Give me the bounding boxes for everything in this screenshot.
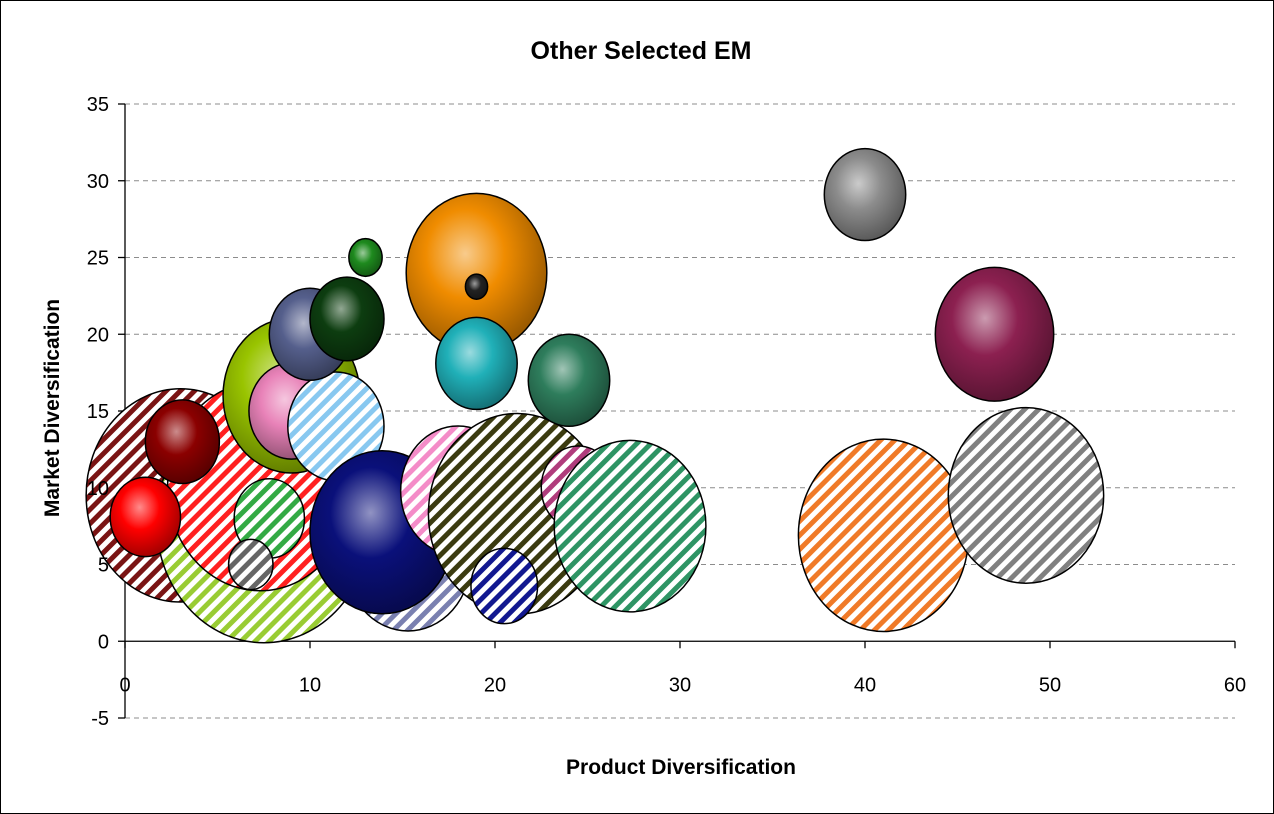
bubble-point bbox=[464, 273, 489, 300]
bubble-point bbox=[470, 547, 539, 625]
bubble-point bbox=[934, 266, 1055, 402]
bubble-point bbox=[227, 538, 274, 591]
bubble-point bbox=[435, 316, 518, 411]
x-tick-label: 40 bbox=[854, 674, 876, 696]
y-tick-label: -5 bbox=[91, 708, 109, 730]
bubble-point bbox=[348, 237, 383, 278]
y-tick-label: 10 bbox=[87, 478, 109, 500]
bubble-point bbox=[144, 399, 221, 485]
bubble-point bbox=[797, 438, 970, 633]
y-tick-label: 35 bbox=[87, 94, 109, 116]
x-tick-label: 60 bbox=[1224, 674, 1246, 696]
x-tick-label: 10 bbox=[299, 674, 321, 696]
y-tick-label: 25 bbox=[87, 248, 109, 270]
x-axis-label: Product Diversification bbox=[566, 756, 796, 779]
y-tick-label: 30 bbox=[87, 171, 109, 193]
bubble-series bbox=[85, 147, 1105, 644]
y-tick-label: 20 bbox=[87, 324, 109, 346]
tick-labels: -5 0 5 10 15 20 25 30 35 0 10 20 30 40 50 60 bbox=[87, 94, 1246, 730]
bubble-point bbox=[109, 476, 182, 558]
bubble-point bbox=[823, 147, 907, 242]
y-tick-label: 15 bbox=[87, 401, 109, 423]
bubble-point bbox=[553, 439, 707, 613]
bubble-point bbox=[947, 406, 1105, 584]
chart-title: Other Selected EM bbox=[531, 37, 752, 65]
x-tick-label: 20 bbox=[484, 674, 506, 696]
bubble-point bbox=[527, 333, 611, 428]
x-tick-label: 0 bbox=[119, 674, 130, 696]
y-tick-label: 5 bbox=[98, 555, 109, 577]
y-axis-label: Market Diversification bbox=[41, 299, 64, 517]
x-tick-label: 30 bbox=[669, 674, 691, 696]
x-tick-label: 50 bbox=[1039, 674, 1061, 696]
y-tick-label: 0 bbox=[98, 631, 109, 653]
bubble-point bbox=[309, 276, 385, 362]
